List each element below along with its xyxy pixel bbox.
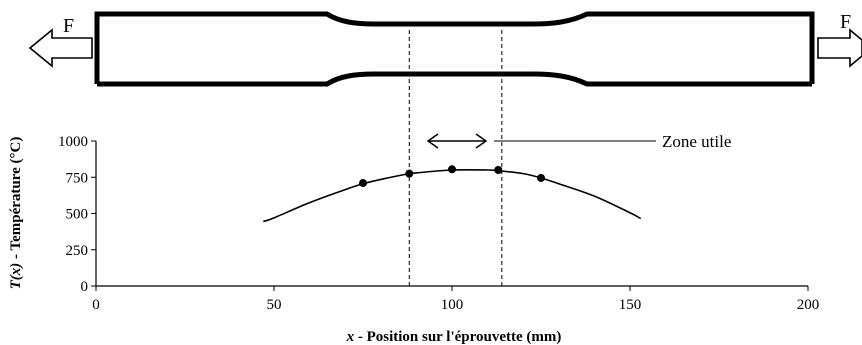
force-arrow-right (817, 28, 862, 68)
y-axis-title: T(x) - Température (°C) (8, 137, 24, 290)
measured-point (448, 165, 456, 174)
chart-series (263, 165, 642, 223)
measured-point (494, 166, 503, 174)
x-tick-label: 150 (619, 297, 642, 313)
chart: 0 250 500 750 1000 0 50 100 150 200 x - Position … (8, 30, 819, 345)
chart-axes (91, 140, 809, 291)
zone-double-arrow (426, 133, 488, 149)
y-axis-label: - Température (°C) (8, 137, 24, 263)
chart-tick-labels: 0 250 500 750 1000 0 50 100 150 200 (58, 134, 819, 313)
y-tick-label: 1000 (58, 134, 88, 150)
x-tick-label: 50 (267, 297, 282, 313)
force-label-left: F (63, 15, 74, 37)
measured-point (359, 179, 367, 188)
zone-utile-label: Zone utile (662, 132, 731, 151)
y-tick-label: 250 (66, 243, 89, 259)
x-tick-label: 100 (441, 297, 464, 313)
x-axis-variable: x (346, 329, 355, 345)
useful-zone-lines (408, 30, 503, 286)
measured-point (405, 169, 414, 178)
specimen-outline-top (94, 11, 815, 84)
x-axis-label: - Position sur l'éprouvette (mm) (354, 329, 561, 345)
x-tick-label: 200 (797, 297, 820, 313)
x-axis-title: x - Position sur l'éprouvette (mm) (346, 329, 562, 345)
temperature-curve (263, 168, 642, 223)
y-tick-label: 0 (81, 279, 89, 295)
force-label-right: F (840, 11, 851, 33)
specimen-outline-bottom (97, 71, 812, 87)
y-tick-label: 750 (66, 170, 89, 186)
measured-point (537, 173, 545, 182)
y-axis-variable: T(x) (8, 263, 24, 290)
y-tick-label: 500 (66, 207, 89, 223)
x-tick-label: 0 (92, 297, 100, 313)
force-arrow-left (28, 28, 93, 68)
specimen-drawing (94, 11, 815, 87)
